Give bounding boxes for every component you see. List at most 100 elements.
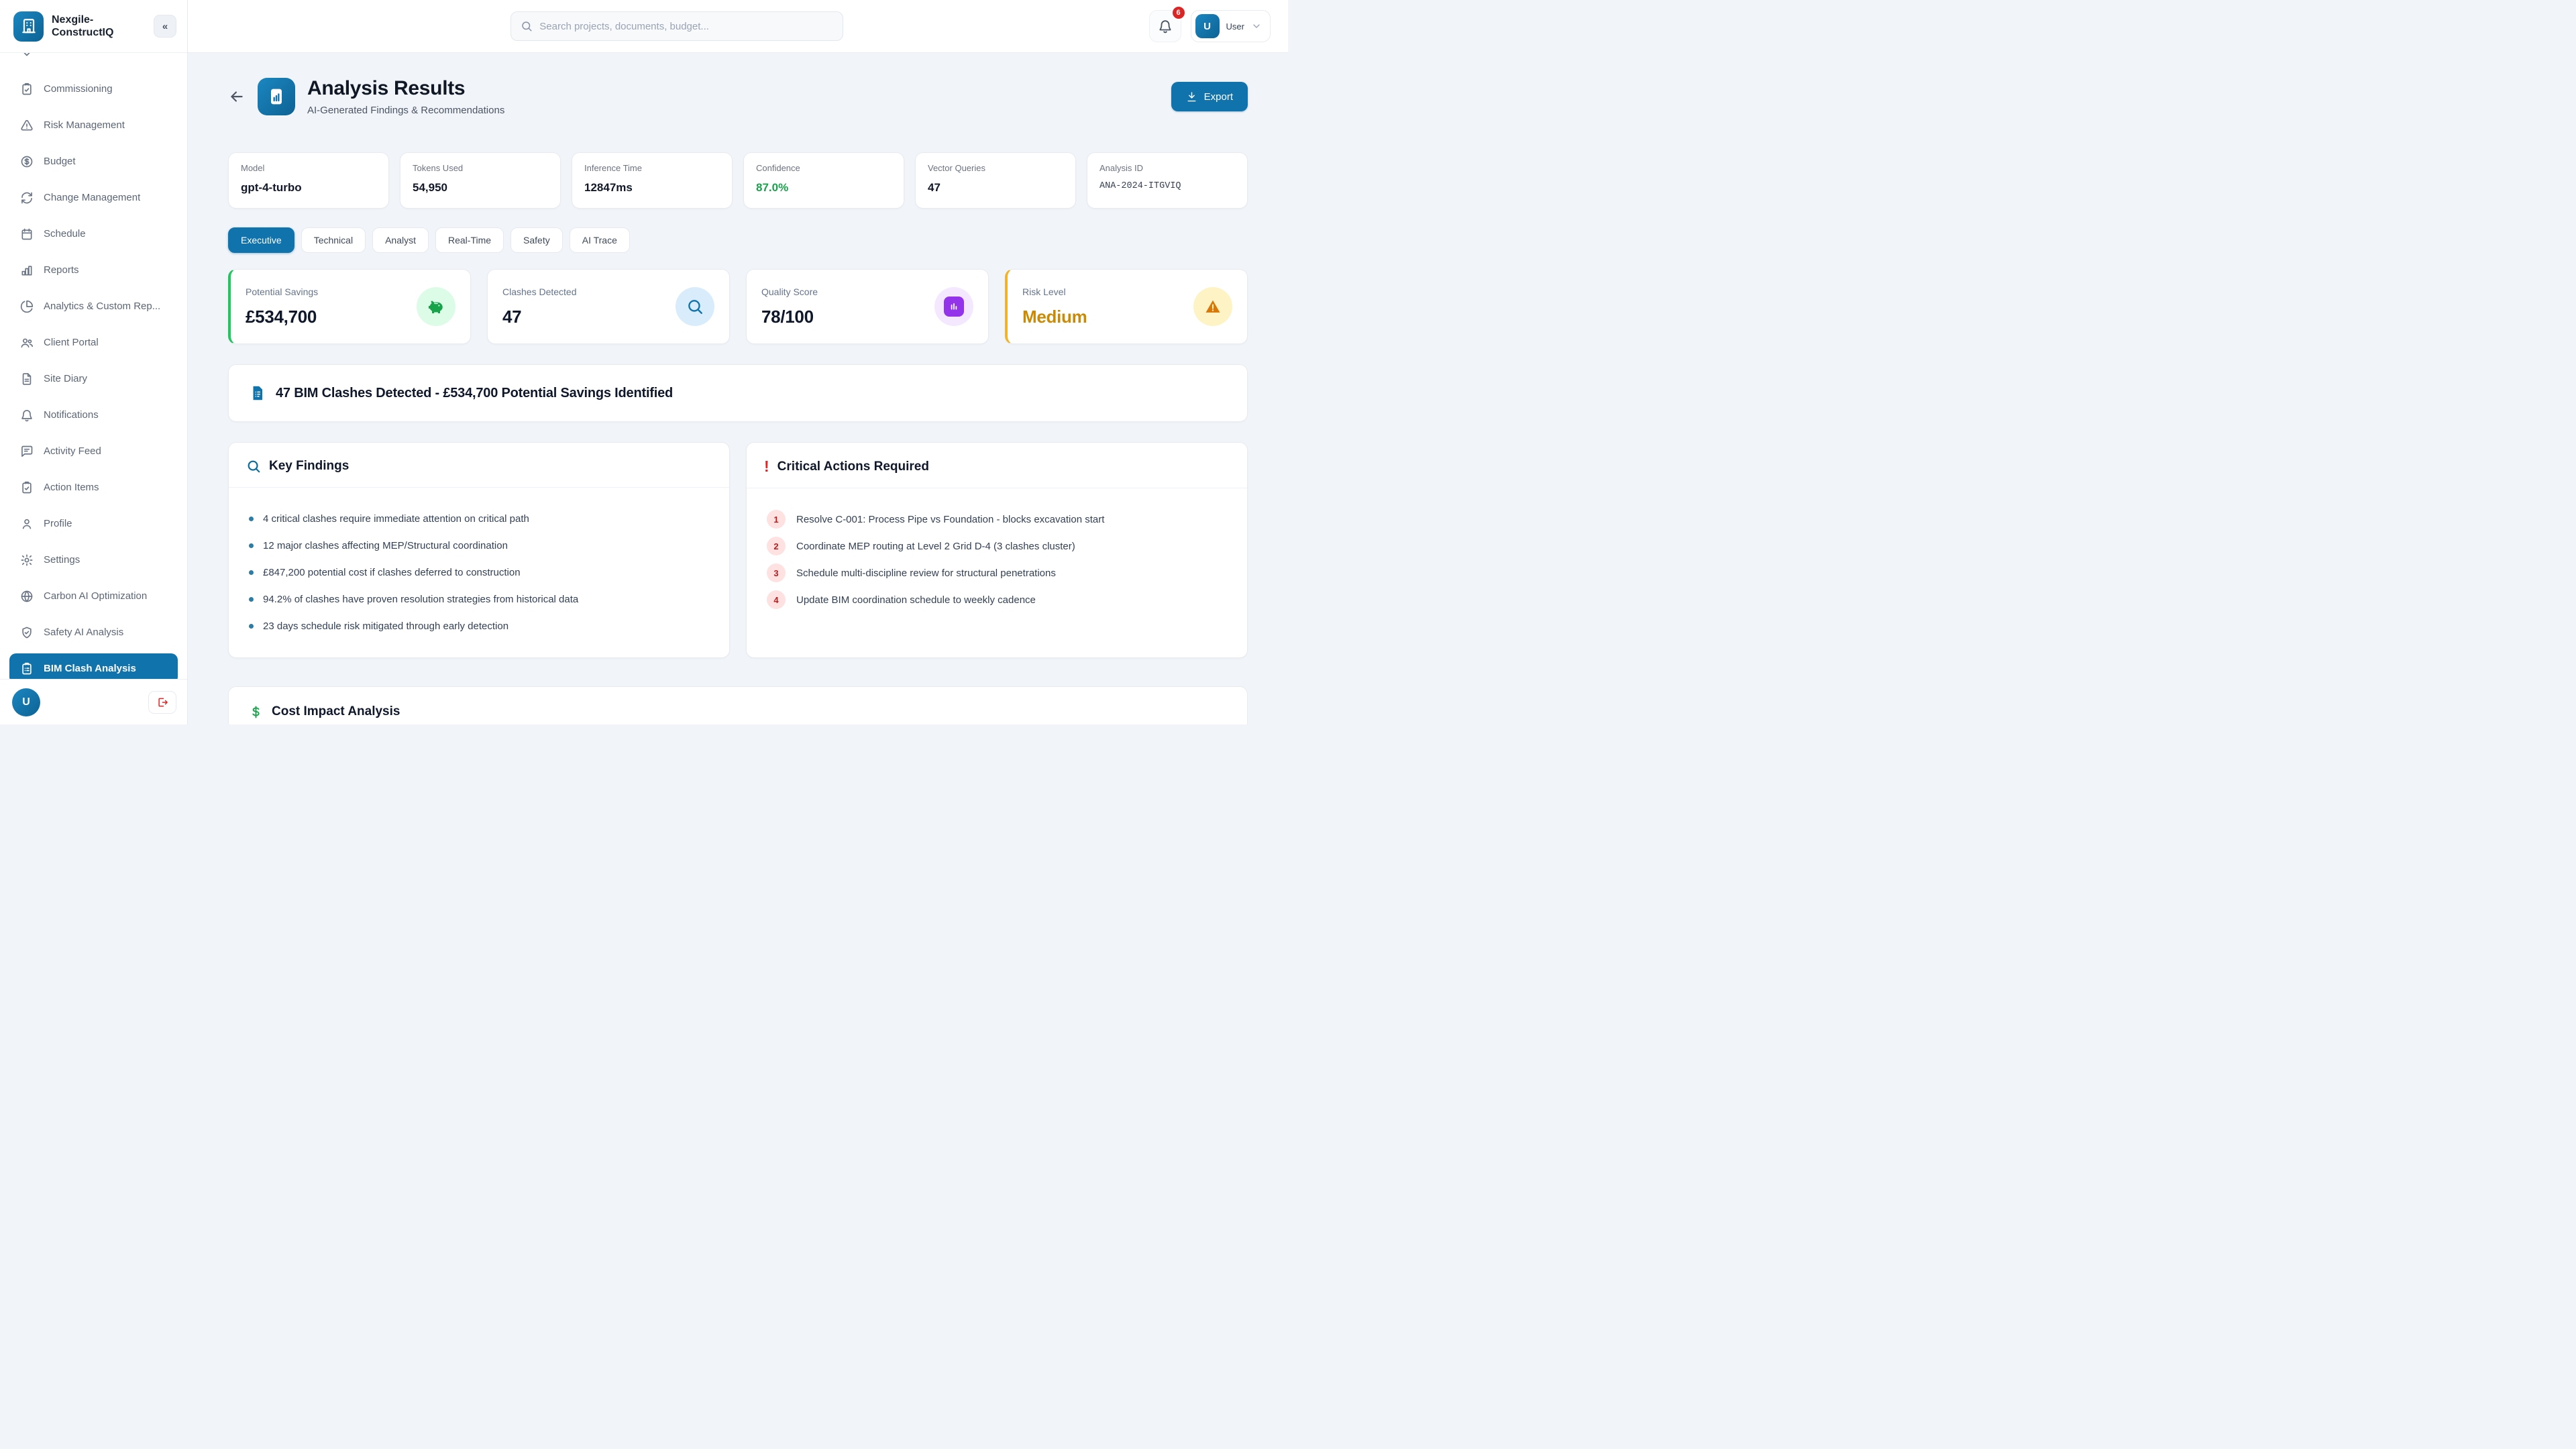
kpi-potential-savings: Potential Savings £534,700 [228,269,471,344]
message-icon [20,445,34,458]
list-item: 3 Schedule multi-discipline review for st… [767,559,1227,586]
notifications-button[interactable]: 6 [1148,5,1186,42]
sidebar-item-site-diary[interactable]: Site Diary [9,364,178,394]
bullet-icon [249,543,254,548]
page-header: Analysis Results AI-Generated Findings &… [228,73,1248,120]
step-number-badge: 4 [767,590,786,609]
sidebar-item-safety-ai[interactable]: Safety AI Analysis [9,617,178,647]
bullet-icon [249,570,254,575]
avatar[interactable]: U [12,688,40,716]
tab-analyst[interactable]: Analyst [372,227,429,253]
findings-panels: Key Findings 4 critical clashes require … [228,442,1248,658]
user-avatar: U [1195,14,1220,38]
bell-icon [20,409,34,422]
arrow-left-icon [228,88,246,105]
chevron-down-icon [1251,21,1262,32]
meta-card-tokens: Tokens Used 54,950 [400,152,561,209]
kpi-cards: Potential Savings £534,700 Clashes Detect… [228,269,1248,344]
sidebar-item-activity-feed[interactable]: Activity Feed [9,436,178,466]
tab-real-time[interactable]: Real-Time [435,227,504,253]
logout-button[interactable] [148,690,176,714]
search-icon [676,287,714,326]
list-item: 94.2% of clashes have proven resolution … [249,586,709,612]
page-title-block: Analysis Results AI-Generated Findings &… [307,77,504,116]
pie-chart-icon [20,300,34,313]
meta-card-confidence: Confidence 87.0% [743,152,904,209]
tab-ai-trace[interactable]: AI Trace [569,227,630,253]
view-tabs: Executive Technical Analyst Real-Time Sa… [228,227,1248,253]
bullet-icon [249,596,254,602]
sidebar-item-schedule[interactable]: Schedule [9,219,178,249]
tab-executive[interactable]: Executive [228,227,294,253]
bell-icon [1158,19,1173,34]
key-findings-list: 4 critical clashes require immediate att… [229,488,729,657]
bar-chart-icon [934,287,973,326]
sidebar-footer: U [0,679,187,724]
critical-actions-title: Critical Actions Required [777,459,929,474]
globe-icon [20,590,34,603]
sidebar-collapse-button[interactable]: « [154,15,176,38]
meta-card-inference-time: Inference Time 12847ms [572,152,733,209]
notification-badge: 6 [1171,5,1186,20]
sidebar-item-profile[interactable]: Profile [9,508,178,539]
summary-banner: 47 BIM Clashes Detected - £534,700 Poten… [228,364,1248,422]
critical-actions-list: 1 Resolve C-001: Process Pipe vs Foundati… [747,488,1247,631]
cost-impact-header: Cost Impact Analysis [249,704,1227,719]
sidebar-item-client-portal[interactable]: Client Portal [9,327,178,358]
chart-card-icon [271,89,282,105]
sidebar-item-analytics[interactable]: Analytics & Custom Rep... [9,291,178,321]
cost-impact-title: Cost Impact Analysis [272,704,400,718]
chevron-down-icon [20,53,34,60]
analysis-results-icon [258,78,295,115]
logout-icon [156,696,168,708]
refresh-icon [20,191,34,205]
piggy-bank-icon [417,287,455,326]
sidebar-item-reports[interactable]: Reports [9,255,178,285]
cost-impact-panel: Cost Impact Analysis [228,686,1248,724]
back-button[interactable] [228,88,246,105]
sidebar-item-partial[interactable] [9,53,178,68]
list-item: 4 critical clashes require immediate att… [249,505,709,532]
sidebar-nav: Commissioning Risk Management Budget Cha… [0,53,187,679]
list-item: £847,200 potential cost if clashes defer… [249,559,709,586]
sidebar: Nexgile-ConstructIQ « Commissioning Risk… [0,0,188,724]
download-icon [1186,91,1197,103]
calendar-icon [20,227,34,241]
export-button[interactable]: Export [1171,82,1248,111]
summary-banner-text: 47 BIM Clashes Detected - £534,700 Poten… [276,385,674,400]
sidebar-item-settings[interactable]: Settings [9,545,178,575]
clipboard-list-icon [20,662,34,676]
sidebar-item-notifications[interactable]: Notifications [9,400,178,430]
search-input[interactable] [539,20,834,32]
app-logo [13,11,44,42]
search-icon [521,20,533,32]
list-item: 1 Resolve C-001: Process Pipe vs Foundati… [767,506,1227,533]
sidebar-item-budget[interactable]: Budget [9,146,178,176]
key-findings-title: Key Findings [269,459,350,473]
meta-card-analysis-id: Analysis ID ANA-2024-ITGVIQ [1087,152,1248,209]
file-text-icon [20,372,34,386]
sidebar-item-risk-management[interactable]: Risk Management [9,110,178,140]
global-search[interactable] [511,11,844,41]
tab-technical[interactable]: Technical [301,227,366,253]
sidebar-item-carbon-ai[interactable]: Carbon AI Optimization [9,581,178,611]
user-icon [20,517,34,531]
step-number-badge: 3 [767,564,786,582]
gear-icon [20,553,34,567]
key-findings-header: Key Findings [229,443,729,488]
building-icon [20,17,38,35]
user-menu[interactable]: U User [1190,10,1271,42]
tab-safety[interactable]: Safety [511,227,563,253]
list-item: 4 Update BIM coordination schedule to wee… [767,586,1227,613]
key-findings-panel: Key Findings 4 critical clashes require … [228,442,730,658]
sidebar-item-bim-clash-analysis[interactable]: BIM Clash Analysis [9,653,178,679]
kpi-risk-level: Risk Level Medium [1005,269,1248,344]
sidebar-item-action-items[interactable]: Action Items [9,472,178,502]
meta-card-model: Model gpt-4-turbo [228,152,389,209]
sidebar-item-commissioning[interactable]: Commissioning [9,74,178,104]
kpi-clashes-detected: Clashes Detected 47 [487,269,730,344]
sidebar-item-change-management[interactable]: Change Management [9,182,178,213]
main-area: 6 U User Analysis Results AI-Generated F… [188,0,1288,724]
clipboard-check-icon [20,481,34,494]
exclamation-icon: ! [764,458,769,475]
